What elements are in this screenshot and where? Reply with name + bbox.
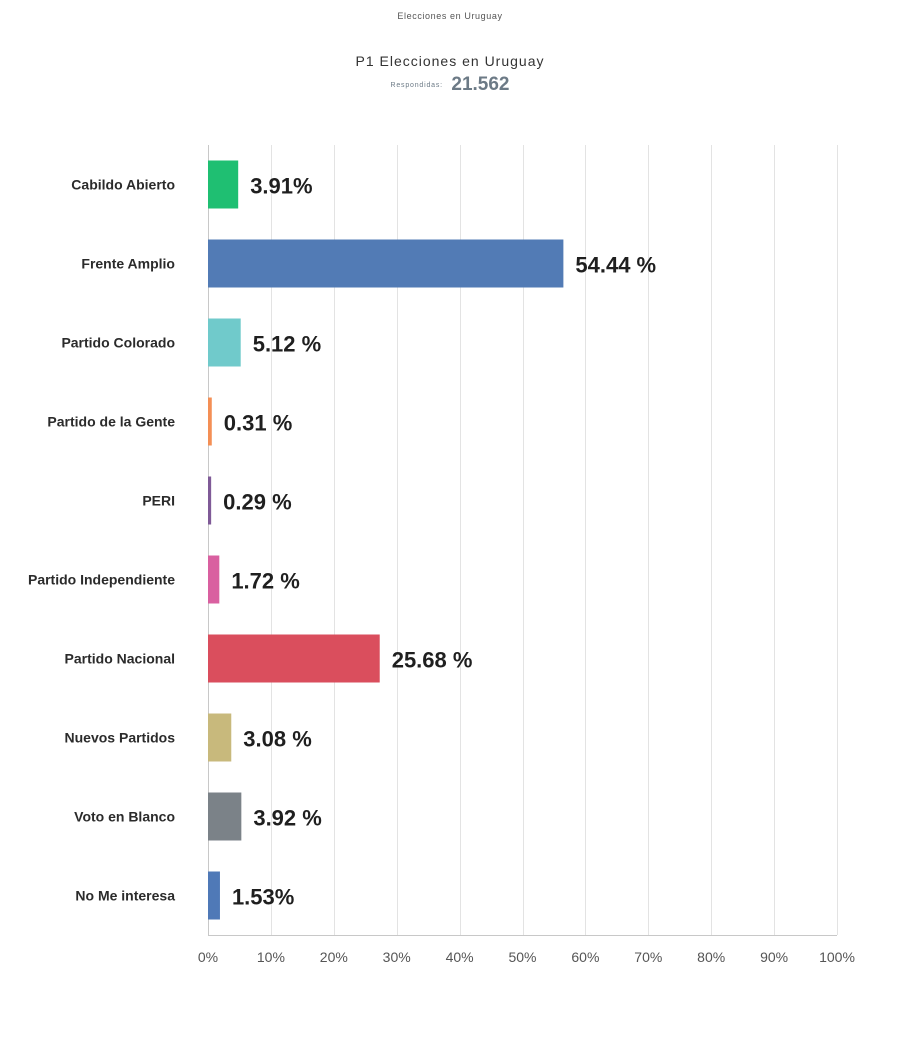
x-tick-label: 40%: [446, 949, 474, 965]
value-label: 54.44 %: [575, 253, 656, 278]
x-tick-label: 70%: [634, 949, 662, 965]
bar: [208, 713, 232, 762]
x-tick-label: 10%: [257, 949, 285, 965]
value-label: 0.31 %: [224, 411, 292, 436]
category-label: Frente Amplio: [81, 256, 175, 272]
category-label: PERI: [142, 493, 175, 509]
survey-title: Elecciones en Uruguay: [397, 11, 503, 21]
category-label: Voto en Blanco: [74, 809, 175, 825]
responses-label: Respondidas:: [390, 81, 443, 89]
value-label: 1.53%: [232, 885, 294, 910]
bar: [208, 476, 212, 525]
value-label: 1.72 %: [231, 569, 300, 594]
x-tick-label: 20%: [320, 949, 348, 965]
responses-count: 21.562: [451, 74, 510, 95]
x-tick-label: 30%: [383, 949, 411, 965]
value-label: 3.08 %: [243, 727, 312, 752]
x-tick-label: 0%: [198, 949, 218, 965]
category-label: Cabildo Abierto: [71, 177, 175, 193]
category-label: Nuevos Partidos: [65, 730, 176, 746]
x-tick-label: 90%: [760, 949, 788, 965]
category-label: Partido de la Gente: [47, 414, 175, 430]
value-label: 25.68 %: [392, 648, 473, 673]
category-label: Partido Independiente: [28, 572, 175, 588]
bar: [208, 634, 380, 683]
bar: [208, 318, 241, 367]
category-label: No Me interesa: [75, 888, 175, 904]
bar: [208, 160, 239, 209]
x-tick-label: 60%: [571, 949, 599, 965]
x-tick-label: 50%: [508, 949, 536, 965]
x-tick-label: 100%: [819, 949, 855, 965]
responses-summary: Respondidas: 21.562: [0, 74, 900, 96]
value-label: 0.29 %: [223, 490, 292, 515]
bar: [208, 397, 212, 446]
value-label: 3.92 %: [253, 806, 322, 831]
bar: [208, 871, 220, 920]
bar: [208, 555, 220, 604]
value-label: 5.12 %: [253, 332, 322, 357]
question-title: P1 Elecciones en Uruguay: [355, 53, 545, 69]
bar: [208, 239, 564, 288]
x-tick-label: 80%: [697, 949, 725, 965]
bar: [208, 792, 242, 841]
value-label: 3.91%: [250, 174, 312, 199]
category-label: Partido Colorado: [61, 335, 175, 351]
category-label: Partido Nacional: [65, 651, 175, 667]
